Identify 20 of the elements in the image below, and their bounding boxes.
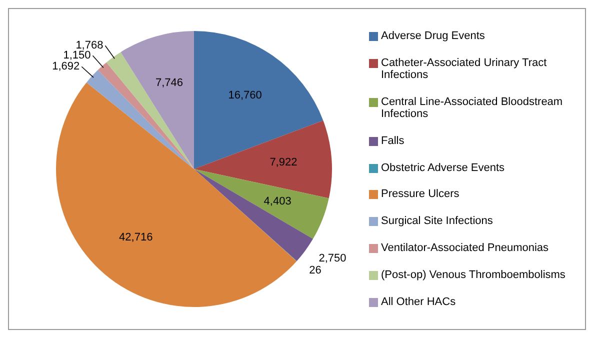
legend-label: (Post-op) Venous Thromboembolisms: [381, 268, 566, 281]
data-label: 26: [309, 264, 322, 277]
data-label: 2,750: [318, 252, 346, 265]
legend-label: Adverse Drug Events: [381, 30, 485, 42]
data-label: 16,760: [228, 89, 262, 102]
legend-label: Obstetric Adverse Events: [381, 162, 504, 174]
legend-label: Ventilator-Associated Pneumonias: [381, 242, 549, 254]
data-label: 1,768: [76, 40, 104, 52]
data-label: 1,150: [63, 50, 91, 62]
legend-label: Pressure Ulcers: [381, 188, 460, 200]
legend-label: Catheter-Associated Urinary Tract Infections: [381, 57, 548, 82]
data-label: 4,403: [264, 196, 292, 208]
data-label: 7,922: [270, 156, 298, 168]
legend-label: Falls: [381, 134, 404, 147]
data-label: 7,746: [155, 76, 183, 89]
legend-label: All Other HACs: [381, 296, 456, 308]
legend-label: Surgical Site Infections: [381, 215, 493, 228]
data-label: 1,692: [52, 60, 80, 73]
legend-label: Central Line-Associated Bloodstream Infections: [381, 96, 564, 120]
data-label: 42,716: [119, 231, 153, 244]
